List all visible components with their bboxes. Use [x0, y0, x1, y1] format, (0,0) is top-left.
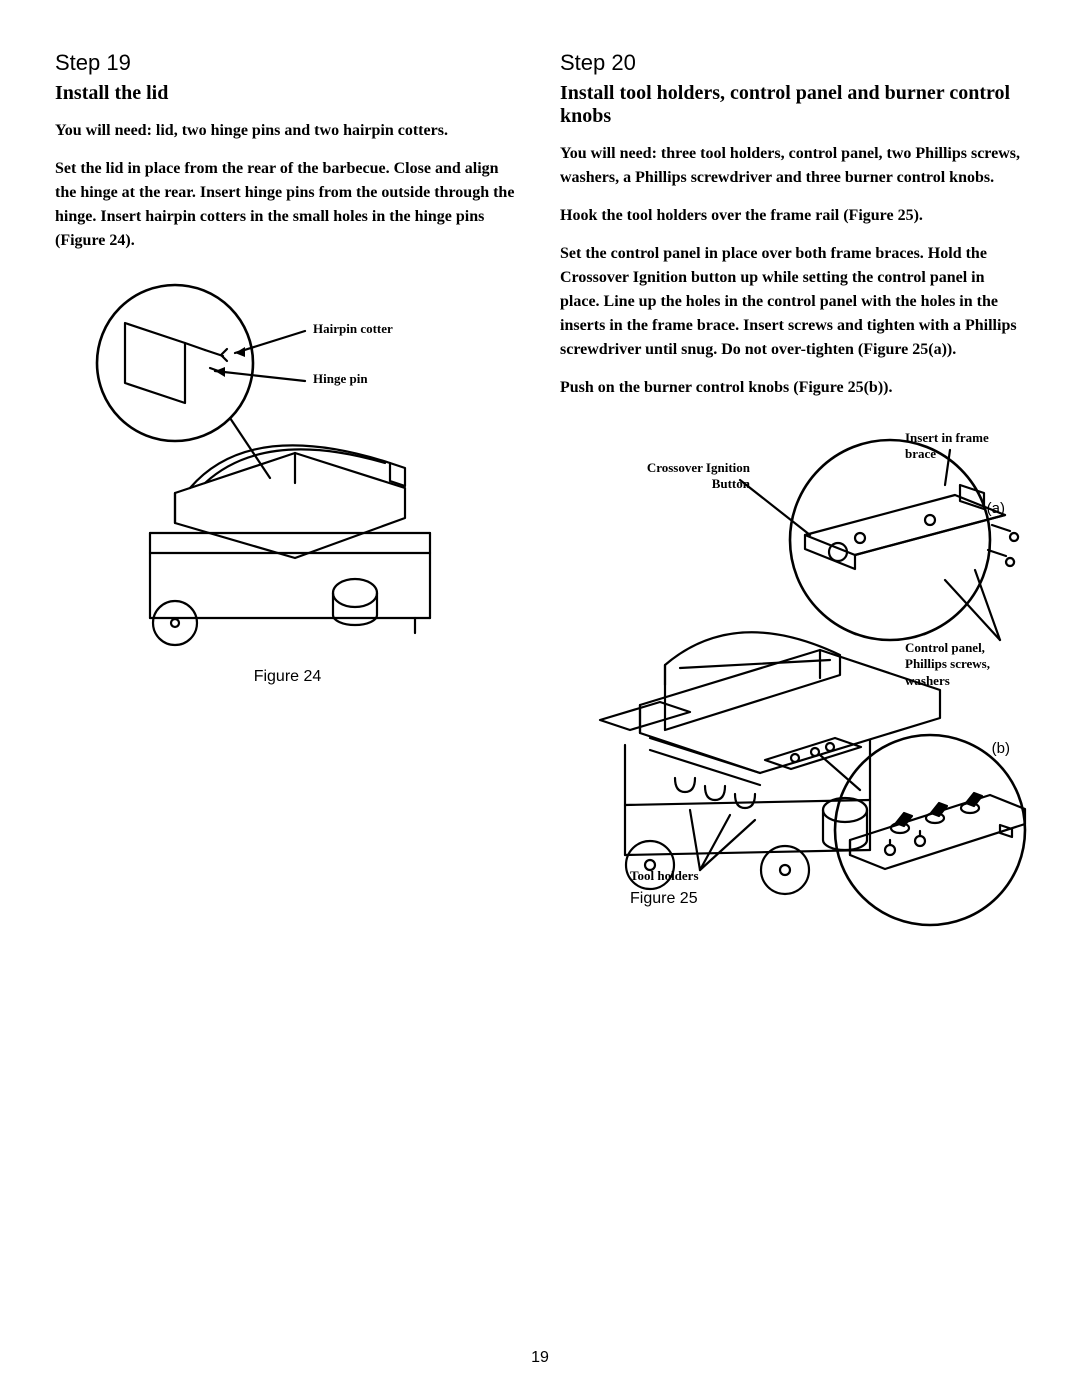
figure-24-svg — [55, 283, 495, 683]
paragraph: Set the lid in place from the rear of th… — [55, 157, 520, 253]
step-number: Step 19 — [55, 50, 520, 76]
right-column: Step 20 Install tool holders, control pa… — [560, 50, 1025, 950]
paragraph: Hook the tool holders over the frame rai… — [560, 204, 1025, 228]
annotation-hinge-pin: Hinge pin — [313, 371, 368, 387]
annotation-crossover-button: Crossover Ignition Button — [630, 460, 750, 493]
paragraph: Set the control panel in place over both… — [560, 242, 1025, 362]
figure-label: Figure 25 — [630, 890, 698, 908]
figure-25: Insert in frame brace Crossover Ignition… — [560, 430, 1025, 950]
annotation-hairpin-cotter: Hairpin cotter — [313, 321, 393, 337]
annotation-control-panel-screws: Control panel, Phillips screws, washers — [905, 640, 1025, 689]
paragraph: You will need: three tool holders, contr… — [560, 142, 1025, 190]
annotation-insert-brace: Insert in frame brace — [905, 430, 1015, 463]
paragraph: Push on the burner control knobs (Figure… — [560, 376, 1025, 400]
annotation-tool-holders: Tool holders — [630, 868, 740, 884]
figure-label: Figure 24 — [55, 668, 520, 686]
annotation-b: (b) — [992, 740, 1010, 759]
left-column: Step 19 Install the lid You will need: l… — [55, 50, 520, 950]
page-number: 19 — [0, 1349, 1080, 1367]
figure-24: Hairpin cotter Hinge pin Figure 24 — [55, 283, 520, 703]
paragraph: You will need: lid, two hinge pins and t… — [55, 119, 520, 143]
two-column-layout: Step 19 Install the lid You will need: l… — [55, 50, 1025, 950]
step-title: Install tool holders, control panel and … — [560, 82, 1025, 128]
step-number: Step 20 — [560, 50, 1025, 76]
annotation-a: (a) — [987, 500, 1005, 519]
step-title: Install the lid — [55, 82, 520, 105]
